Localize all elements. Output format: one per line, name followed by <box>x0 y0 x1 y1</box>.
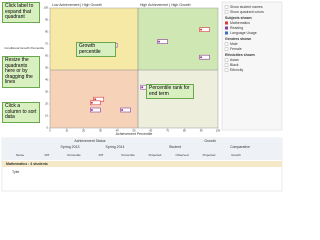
point[interactable] <box>90 100 101 106</box>
column-header[interactable]: Percentile <box>67 153 81 157</box>
point-dot[interactable] <box>121 109 124 111</box>
x-tick-label: 20 <box>82 129 85 133</box>
checkbox[interactable] <box>224 58 229 62</box>
y-tick-label: 50 <box>45 66 48 70</box>
option: Ethnicity <box>230 68 243 72</box>
callout: Click a column to sort data <box>2 102 40 123</box>
y-tick-label: 40 <box>45 78 48 82</box>
header-bg <box>2 138 282 160</box>
group-header[interactable]: Growth <box>204 139 215 143</box>
term-header[interactable]: Spring 2013 <box>61 145 80 149</box>
legend-label: Reading <box>230 26 243 30</box>
panel-heading: Subjects shown <box>225 16 252 20</box>
checkbox[interactable] <box>224 10 229 14</box>
y-tick-label: 0 <box>47 126 49 130</box>
y-tick-label: 20 <box>45 102 48 106</box>
legend-swatch[interactable] <box>225 26 228 30</box>
callout: Click label to expand that quadrant <box>2 2 40 23</box>
x-axis-label: Achievement Percentile <box>116 132 153 136</box>
term-header[interactable]: Comparative <box>230 145 250 149</box>
quadrant <box>50 8 138 70</box>
y-tick-label: 60 <box>45 54 48 58</box>
legend-swatch[interactable] <box>225 21 228 25</box>
screenshot: Low Achievement | High Growth High Achie… <box>0 0 284 193</box>
legend-label: Mathematics <box>230 21 250 25</box>
column-header[interactable]: Growth <box>231 153 241 157</box>
y-tick-label: 30 <box>45 90 48 94</box>
panel <box>221 1 283 131</box>
option: Show quadrant colors <box>230 10 264 14</box>
cell: Tyler <box>12 170 20 174</box>
x-tick-label: 70 <box>166 129 169 133</box>
column-header[interactable]: RIT <box>99 153 104 157</box>
y-tick-label: 90 <box>45 18 48 22</box>
point[interactable] <box>157 39 168 44</box>
point-dot[interactable] <box>94 98 97 101</box>
quadrant-label[interactable]: High Achievement | High Growth <box>140 3 191 7</box>
point-dot[interactable] <box>200 28 203 31</box>
option: Male <box>230 42 238 46</box>
y-tick-label: 80 <box>45 30 48 34</box>
column-header[interactable]: Percentile <box>121 153 135 157</box>
x-tick-label: 100 <box>216 129 221 133</box>
x-tick-label: 10 <box>65 129 68 133</box>
checkbox[interactable] <box>224 42 229 46</box>
x-tick-label: 60 <box>149 129 152 133</box>
column-header[interactable]: Projected <box>149 153 162 157</box>
y-axis-label: Conditional Growth Percentile <box>4 46 44 50</box>
group-row[interactable]: Mathematics : 4 students <box>6 162 48 166</box>
point-dot[interactable] <box>200 56 203 59</box>
column-header[interactable]: RIT <box>45 153 50 157</box>
column-header[interactable]: Projected <box>203 153 216 157</box>
point-dot[interactable] <box>90 101 93 104</box>
checkbox[interactable] <box>224 47 229 51</box>
point[interactable] <box>199 27 210 32</box>
point-dot[interactable] <box>158 40 161 43</box>
x-tick-label: 40 <box>116 129 119 133</box>
callout: Resize the quadrants here or by dragging… <box>2 56 40 88</box>
x-tick-label: 0 <box>49 129 51 133</box>
checkbox[interactable] <box>224 5 229 9</box>
column-header[interactable]: Observed <box>175 153 188 157</box>
legend-label: Language Usage <box>230 31 257 35</box>
panel-heading: Ethnicities shown <box>225 53 255 57</box>
option: Black <box>230 63 239 67</box>
point[interactable] <box>90 107 101 113</box>
x-tick-label: 30 <box>99 129 102 133</box>
y-tick-label: 100 <box>44 6 49 10</box>
option: Asian <box>230 58 239 62</box>
option: Female <box>230 47 242 51</box>
app: Low Achievement | High Growth High Achie… <box>0 0 284 193</box>
panel-heading: Genders shown <box>225 37 251 41</box>
point[interactable] <box>120 107 131 113</box>
y-tick-label: 70 <box>45 42 48 46</box>
point[interactable] <box>199 54 210 60</box>
quadrant-label[interactable]: Low Achievement | High Growth <box>52 3 102 7</box>
checkbox[interactable] <box>224 68 229 72</box>
term-header[interactable]: Student <box>169 145 181 149</box>
term-header[interactable]: Spring 2014 <box>106 145 125 149</box>
x-tick-label: 80 <box>183 129 186 133</box>
checkbox[interactable] <box>224 63 229 67</box>
group-row-bg <box>2 161 282 167</box>
group-header[interactable]: Achievement Status <box>74 139 105 143</box>
column-header[interactable]: Name <box>16 153 24 157</box>
x-tick-label: 50 <box>133 129 136 133</box>
legend-swatch[interactable] <box>225 31 228 35</box>
quadrant <box>138 8 218 70</box>
callout: Percentile rank for end term <box>146 84 194 100</box>
option: Show student names <box>230 5 263 9</box>
x-tick-label: 90 <box>200 129 203 133</box>
callout: Growth percentile <box>76 42 116 58</box>
point-dot[interactable] <box>141 86 144 89</box>
y-tick-label: 10 <box>45 114 48 118</box>
point-dot[interactable] <box>90 109 93 111</box>
